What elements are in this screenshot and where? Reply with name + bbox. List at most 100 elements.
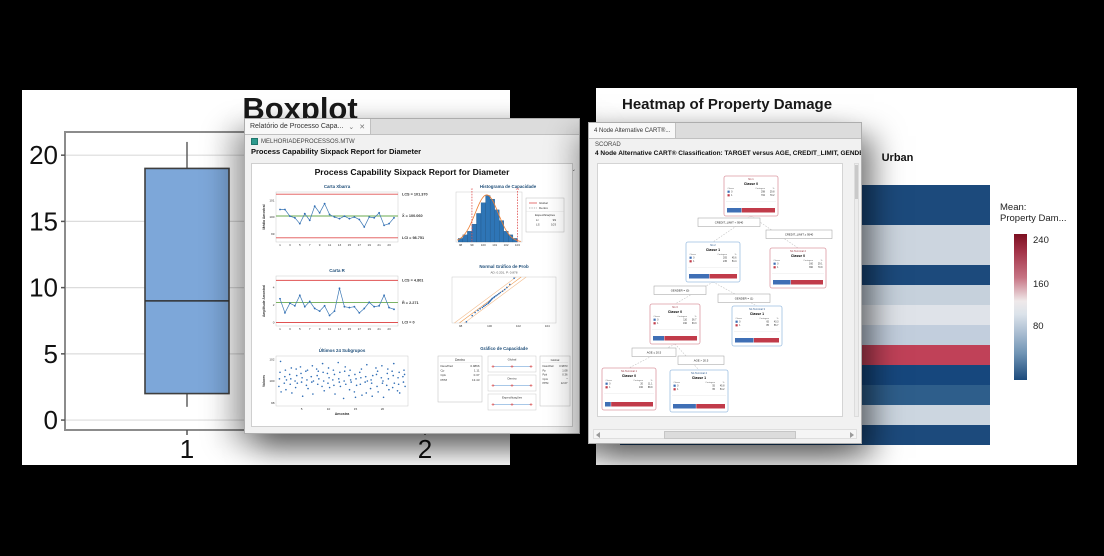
svg-text:0: 0 <box>609 383 611 386</box>
svg-text:%: % <box>735 254 737 256</box>
svg-text:Nó 3: Nó 3 <box>672 305 678 309</box>
svg-text:GENDER = (1): GENDER = (1) <box>735 297 754 301</box>
svg-text:*: * <box>566 377 567 381</box>
cart-vertical-scroll-thumb[interactable] <box>855 165 858 199</box>
svg-text:36.7: 36.7 <box>692 319 697 322</box>
svg-text:Carta Xbarra: Carta Xbarra <box>324 184 351 189</box>
svg-text:7: 7 <box>309 243 311 247</box>
svg-text:1: 1 <box>657 322 659 325</box>
svg-text:Normal Gráfico de Prob: Normal Gráfico de Prob <box>479 264 529 269</box>
cart-horizontal-scrollbar[interactable] <box>593 429 857 439</box>
svg-text:54.2: 54.2 <box>720 388 725 391</box>
tab-menu-icon[interactable]: ⌄ <box>348 123 355 131</box>
tab-relatorio-processo[interactable]: Relatório de Processo Capa... ⌄ ✕ <box>245 119 372 134</box>
svg-text:AD: 0.201, P: 0.878: AD: 0.201, P: 0.878 <box>490 271 517 275</box>
svg-text:102: 102 <box>269 357 274 361</box>
svg-text:5: 5 <box>299 327 301 331</box>
svg-text:9: 9 <box>319 327 321 331</box>
cart-horizontal-scroll-thumb[interactable] <box>664 431 796 439</box>
heatmap-legend-title: Mean: Property Dam... <box>1000 202 1078 224</box>
svg-text:0.9866: 0.9866 <box>470 364 480 368</box>
scroll-left-arrow-icon[interactable] <box>596 432 600 438</box>
svg-text:205: 205 <box>723 257 728 260</box>
svg-text:20: 20 <box>29 140 58 170</box>
svg-text:0: 0 <box>739 321 741 324</box>
report-dropdown-icon[interactable]: ⌄ <box>570 167 576 173</box>
svg-text:Global: Global <box>508 358 517 362</box>
scroll-right-arrow-icon[interactable] <box>850 432 854 438</box>
worksheet-icon <box>251 138 258 145</box>
heatmap-column-label: Urban <box>881 152 914 164</box>
svg-text:23: 23 <box>387 243 391 247</box>
svg-text:15: 15 <box>29 206 58 236</box>
svg-text:Classe: Classe <box>654 316 661 318</box>
cart-tree-window: 4 Node Alternative CART®... SCORAD 4 Nod… <box>588 122 862 444</box>
svg-text:Contagem: Contagem <box>717 253 727 256</box>
svg-text:LS: LS <box>536 223 540 227</box>
svg-text:Pp: Pp <box>543 368 547 372</box>
svg-text:1: 1 <box>279 327 281 331</box>
svg-text:Global: Global <box>539 201 548 205</box>
svg-text:65: 65 <box>712 388 715 391</box>
svg-text:11: 11 <box>328 327 331 331</box>
svg-text:1: 1 <box>279 243 281 247</box>
svg-text:19: 19 <box>367 243 371 247</box>
svg-text:1: 1 <box>180 434 194 464</box>
svg-text:54.4: 54.4 <box>732 260 737 263</box>
svg-text:%: % <box>821 260 823 262</box>
svg-text:%: % <box>695 316 697 318</box>
svg-text:55: 55 <box>712 385 715 388</box>
svg-text:104: 104 <box>545 324 550 328</box>
svg-text:4: 4 <box>273 286 275 290</box>
svg-text:1: 1 <box>731 194 733 197</box>
svg-text:Últimos 24 Subgrupos: Últimos 24 Subgrupos <box>319 348 366 353</box>
tab-relatorio-label: Relatório de Processo Capa... <box>250 123 344 130</box>
svg-text:298: 298 <box>761 191 766 194</box>
svg-text:20: 20 <box>640 383 643 386</box>
svg-text:5: 5 <box>299 243 301 247</box>
svg-text:63.3: 63.3 <box>692 322 697 325</box>
svg-text:Classe: Classe <box>606 380 613 382</box>
svg-text:0: 0 <box>731 191 733 194</box>
svg-text:1: 1 <box>693 260 695 263</box>
svg-text:15: 15 <box>354 407 358 411</box>
svg-text:100: 100 <box>487 324 492 328</box>
svg-text:LCI = 98.751: LCI = 98.751 <box>402 236 424 240</box>
svg-text:29.8: 29.8 <box>770 191 775 194</box>
svg-text:245: 245 <box>723 260 728 263</box>
svg-text:99: 99 <box>553 218 557 222</box>
minitab-tab-bar: Relatório de Processo Capa... ⌄ ✕ <box>245 119 579 135</box>
svg-text:LS: LS <box>516 187 520 191</box>
svg-text:Classe 1: Classe 1 <box>692 376 706 380</box>
svg-text:1: 1 <box>777 266 779 269</box>
svg-text:CREDIT_LIMIT < 9540: CREDIT_LIMIT < 9540 <box>715 221 744 225</box>
svg-text:Ppk: Ppk <box>543 373 548 377</box>
svg-text:110: 110 <box>683 319 687 322</box>
svg-text:102: 102 <box>504 243 509 247</box>
tab-cart[interactable]: 4 Node Alternative CART®... <box>589 123 677 138</box>
svg-text:LI: LI <box>536 218 539 222</box>
svg-text:LCS = 4.801: LCS = 4.801 <box>402 279 423 283</box>
svg-text:9: 9 <box>319 243 321 247</box>
svg-text:%: % <box>777 318 779 320</box>
svg-text:160: 160 <box>809 263 814 266</box>
svg-text:103: 103 <box>551 223 556 227</box>
cart-vertical-scrollbar[interactable] <box>854 163 859 417</box>
svg-text:23: 23 <box>387 327 391 331</box>
svg-text:Nó Terminal 3: Nó Terminal 3 <box>749 307 766 311</box>
svg-text:LCI = 0: LCI = 0 <box>402 321 415 325</box>
svg-text:11.1: 11.1 <box>648 383 653 386</box>
tab-close-icon[interactable]: ✕ <box>359 123 366 131</box>
svg-text:17: 17 <box>358 327 362 331</box>
svg-text:Classe: Classe <box>736 318 743 320</box>
svg-text:Dentro: Dentro <box>507 377 516 381</box>
heatmap-legend-tick-240: 240 <box>1033 235 1049 246</box>
svg-text:17: 17 <box>358 243 362 247</box>
svg-text:98: 98 <box>459 243 463 247</box>
svg-text:Nó Terminal 1: Nó Terminal 1 <box>621 369 638 373</box>
svg-text:Classe 0: Classe 0 <box>668 310 682 314</box>
svg-text:100: 100 <box>481 243 486 247</box>
svg-text:100: 100 <box>269 379 274 383</box>
svg-text:0.37: 0.37 <box>474 373 480 377</box>
svg-text:5: 5 <box>301 407 303 411</box>
